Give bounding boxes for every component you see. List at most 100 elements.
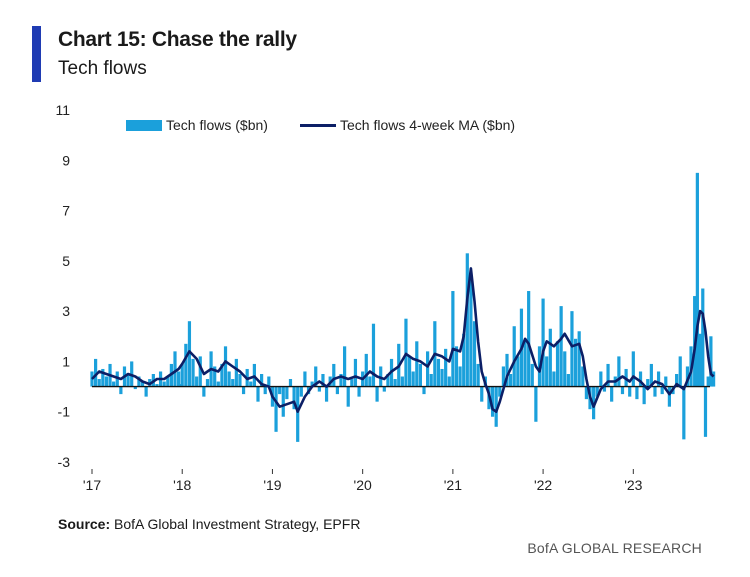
flow-bar <box>429 374 433 387</box>
flow-bar <box>610 386 614 402</box>
flow-bar <box>173 351 177 387</box>
flow-bar <box>660 386 664 395</box>
flow-bar <box>281 386 285 417</box>
flow-bar <box>310 381 314 387</box>
flow-bar <box>339 374 343 387</box>
brand-label: BofA GLOBAL RESEARCH <box>527 540 702 556</box>
flow-bar <box>180 363 184 387</box>
flow-bar <box>213 366 217 387</box>
flow-bar <box>177 371 181 387</box>
flow-bar <box>350 379 354 387</box>
flow-bar <box>314 366 318 387</box>
flow-bar <box>631 351 635 387</box>
flow-bar <box>617 356 621 387</box>
accent-bar <box>32 26 41 82</box>
flow-bar <box>195 376 199 387</box>
flow-bar <box>620 386 625 395</box>
flow-bar <box>364 353 368 387</box>
y-tick-label: 11 <box>55 102 70 118</box>
x-tick-label: '21 <box>444 477 462 493</box>
flow-bar <box>577 331 581 387</box>
flow-bar <box>216 381 220 387</box>
flow-bar <box>638 371 643 387</box>
flow-bar <box>263 386 267 395</box>
flow-bar <box>137 376 141 387</box>
flow-bar <box>667 386 671 407</box>
flow-bar <box>407 356 412 387</box>
flow-bar <box>695 172 699 387</box>
flow-bar <box>606 363 610 387</box>
flow-bar <box>368 376 372 387</box>
legend-label-bars: Tech flows ($bn) <box>166 117 268 133</box>
flow-bar <box>656 371 661 387</box>
chart-subtitle: Tech flows <box>58 58 147 79</box>
flow-bar <box>357 386 361 397</box>
flow-bar <box>346 386 350 407</box>
flow-bar <box>198 356 202 387</box>
flow-bar <box>555 341 560 387</box>
flow-bar <box>552 371 556 387</box>
flow-bar <box>353 358 358 387</box>
flow-bar <box>685 366 690 387</box>
flow-bar <box>534 386 538 422</box>
flow-bar <box>166 376 170 387</box>
flow-bar <box>231 379 235 387</box>
flow-bar <box>386 374 390 387</box>
flow-bar <box>418 363 422 387</box>
flow-bar <box>599 371 603 387</box>
y-tick-label: 9 <box>62 152 70 168</box>
flow-bar <box>140 381 145 387</box>
flow-bar <box>465 253 469 387</box>
flow-bar <box>249 381 253 387</box>
flow-bar <box>101 368 105 387</box>
chart-svg: -3 -1 1 3 5 7 9 11 '17 '18 '19 '20 '21 '22 '23 Tech flo… <box>55 102 716 493</box>
flow-bar <box>469 275 473 387</box>
x-tick-label: '17 <box>83 477 101 493</box>
flow-bar <box>635 386 639 400</box>
flow-bar <box>94 358 98 387</box>
flow-bar <box>371 323 376 387</box>
flow-bar <box>415 341 419 387</box>
source-note: Source: BofA Global Investment Strategy,… <box>58 516 360 532</box>
flow-bar <box>112 381 116 387</box>
flow-bar <box>332 363 336 387</box>
flow-bar <box>602 386 607 392</box>
flow-bar <box>278 386 282 395</box>
x-tick-label: '22 <box>534 477 552 493</box>
chart-title: Chart 15: Chase the rally <box>58 28 297 51</box>
flow-bar <box>509 374 513 387</box>
flow-bar <box>458 366 462 387</box>
flow-bar <box>375 386 379 402</box>
flow-bar <box>706 376 710 387</box>
flow-bar <box>303 371 307 387</box>
flow-bar <box>288 379 293 387</box>
flow-bar <box>223 346 228 387</box>
flow-bar <box>436 358 441 387</box>
flow-bar <box>227 371 231 387</box>
flow-bar <box>299 386 303 397</box>
flow-bar <box>512 326 516 387</box>
flow-bar <box>256 386 260 402</box>
flow-bar <box>205 379 210 387</box>
flow-bar <box>494 386 498 427</box>
flow-bar <box>530 363 534 387</box>
flow-bar <box>523 341 527 387</box>
flow-bar <box>527 291 531 387</box>
flow-bar <box>501 366 505 387</box>
flow-bar <box>595 386 599 397</box>
flow-bar <box>653 386 657 397</box>
flow-bar <box>343 346 347 387</box>
flow-bar <box>119 386 123 395</box>
flow-bar <box>516 356 520 387</box>
x-tick-label: '20 <box>354 477 372 493</box>
y-tick-label: 1 <box>62 353 70 369</box>
flow-bar <box>220 363 224 387</box>
flow-bar <box>682 386 686 440</box>
source-label: Source: <box>58 516 111 532</box>
flow-bar <box>90 371 94 387</box>
y-tick-label: 3 <box>62 303 70 319</box>
flow-bar <box>234 358 238 387</box>
flow-bar <box>162 381 166 387</box>
flow-bar <box>440 368 444 387</box>
source-text: BofA Global Investment Strategy, EPFR <box>114 516 361 532</box>
